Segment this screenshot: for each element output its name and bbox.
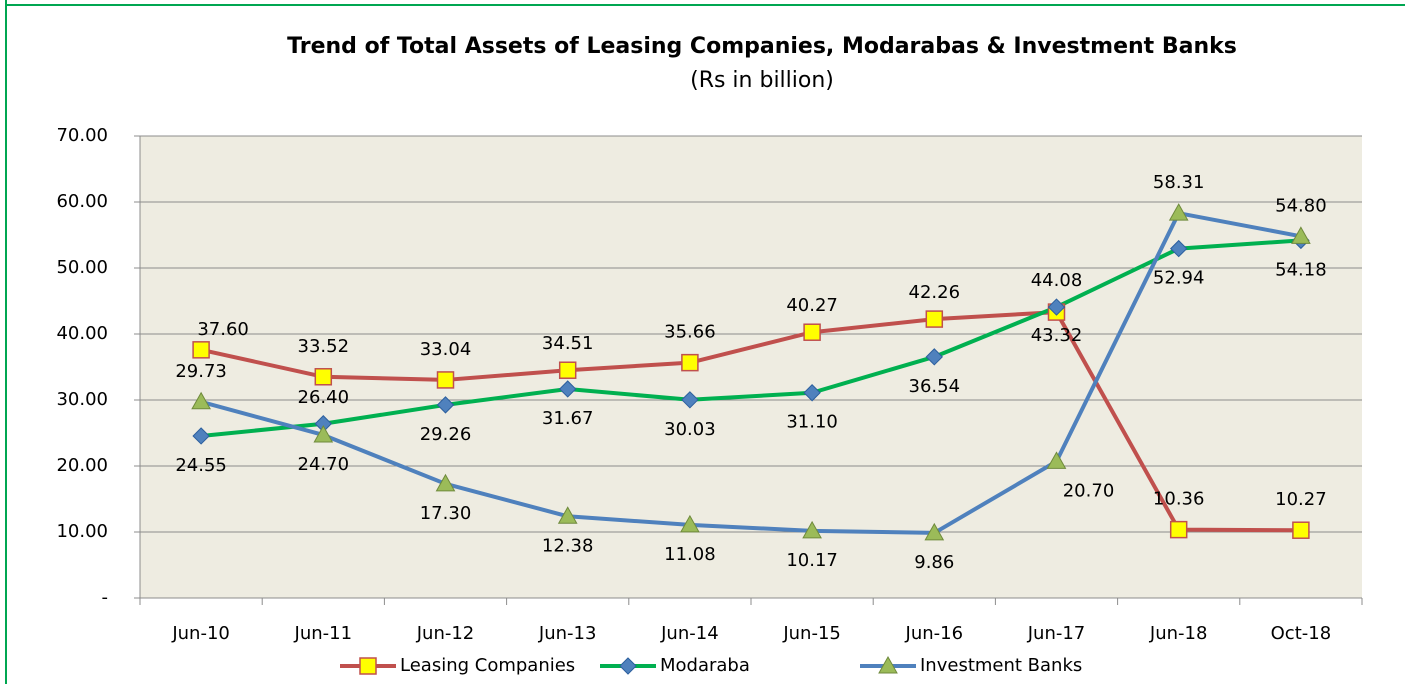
marker bbox=[924, 522, 945, 541]
x-tick-label: Jun-14 bbox=[660, 623, 719, 644]
marker bbox=[681, 391, 699, 409]
value-label: 40.27 bbox=[786, 295, 838, 316]
marker bbox=[1168, 203, 1189, 221]
marker bbox=[1047, 298, 1066, 316]
value-label: 37.60 bbox=[197, 319, 249, 340]
value-label: 42.26 bbox=[909, 282, 961, 303]
value-label: 24.55 bbox=[175, 455, 227, 476]
marker bbox=[314, 368, 333, 386]
marker bbox=[192, 341, 210, 359]
marker bbox=[558, 380, 577, 398]
value-label: 35.66 bbox=[664, 322, 716, 343]
y-tick-label: 30.00 bbox=[56, 389, 108, 410]
x-tick-label: Oct-18 bbox=[1271, 623, 1332, 644]
value-label: 29.26 bbox=[420, 424, 472, 445]
marker bbox=[1291, 226, 1311, 244]
x-tick-label: Jun-12 bbox=[416, 623, 475, 644]
value-label: 20.70 bbox=[1063, 480, 1115, 501]
marker bbox=[558, 361, 577, 379]
value-label: 30.03 bbox=[664, 419, 716, 440]
x-tick-label: Jun-17 bbox=[1027, 623, 1086, 644]
value-label: 24.70 bbox=[298, 454, 350, 475]
value-label: 52.94 bbox=[1153, 268, 1205, 289]
legend-label: Investment Banks bbox=[920, 655, 1082, 676]
y-tick-label: 20.00 bbox=[56, 455, 108, 476]
value-label: 54.18 bbox=[1275, 259, 1327, 280]
marker bbox=[925, 310, 944, 328]
marker bbox=[802, 520, 822, 539]
y-tick-label: 70.00 bbox=[56, 125, 108, 146]
chart-title: Trend of Total Assets of Leasing Compani… bbox=[287, 34, 1237, 59]
value-label: 44.08 bbox=[1031, 270, 1083, 291]
x-tick-label: Jun-10 bbox=[171, 623, 230, 644]
marker bbox=[313, 424, 334, 443]
x-tick-label: Jun-11 bbox=[294, 623, 353, 644]
marker bbox=[803, 323, 821, 341]
value-label: 31.10 bbox=[786, 412, 838, 433]
marker bbox=[803, 384, 821, 402]
x-tick-label: Jun-13 bbox=[538, 623, 597, 644]
marker bbox=[192, 427, 210, 445]
series-line bbox=[200, 238, 1302, 438]
marker bbox=[557, 506, 578, 524]
value-label: 33.04 bbox=[420, 339, 472, 360]
marker bbox=[435, 473, 456, 492]
value-label: 10.17 bbox=[786, 550, 838, 571]
value-label: 54.80 bbox=[1275, 195, 1327, 216]
value-label: 33.52 bbox=[298, 336, 350, 357]
x-tick-label: Jun-16 bbox=[905, 623, 964, 644]
chart-subtitle: (Rs in billion) bbox=[690, 68, 834, 93]
y-tick-label: - bbox=[102, 587, 109, 608]
value-label: 43.32 bbox=[1031, 325, 1083, 346]
legend-marker bbox=[878, 655, 898, 674]
marker bbox=[680, 514, 700, 533]
y-tick-label: 60.00 bbox=[56, 191, 108, 212]
marker bbox=[681, 353, 699, 372]
legend-marker bbox=[619, 657, 637, 675]
marker bbox=[925, 348, 944, 366]
marker bbox=[436, 371, 455, 389]
value-label: 31.67 bbox=[542, 408, 594, 429]
value-label: 26.40 bbox=[298, 387, 350, 408]
value-label: 12.38 bbox=[542, 535, 594, 556]
y-tick-label: 10.00 bbox=[56, 521, 108, 542]
marker bbox=[1046, 451, 1067, 469]
x-tick-label: Jun-18 bbox=[1149, 623, 1208, 644]
series-line bbox=[200, 310, 1301, 533]
value-label: 29.73 bbox=[175, 361, 227, 382]
value-label: 58.31 bbox=[1153, 172, 1205, 193]
legend-label: Leasing Companies bbox=[400, 655, 575, 676]
marker bbox=[436, 396, 455, 414]
value-label: 17.30 bbox=[420, 503, 472, 524]
x-tick-label: Jun-15 bbox=[782, 623, 841, 644]
marker bbox=[1169, 520, 1188, 539]
value-label: 10.36 bbox=[1153, 489, 1205, 510]
legend-label: Modaraba bbox=[660, 655, 750, 676]
value-label: 34.51 bbox=[542, 333, 594, 354]
plot-area bbox=[140, 136, 1362, 598]
value-label: 10.27 bbox=[1275, 489, 1327, 510]
marker bbox=[1292, 521, 1310, 539]
value-label: 11.08 bbox=[664, 544, 716, 565]
value-label: 9.86 bbox=[914, 552, 954, 573]
value-label: 36.54 bbox=[909, 376, 961, 397]
series-line bbox=[200, 211, 1302, 535]
marker bbox=[1169, 239, 1188, 258]
legend-marker bbox=[359, 657, 377, 675]
y-tick-label: 40.00 bbox=[56, 323, 108, 344]
y-tick-label: 50.00 bbox=[56, 257, 108, 278]
marker bbox=[191, 391, 211, 410]
